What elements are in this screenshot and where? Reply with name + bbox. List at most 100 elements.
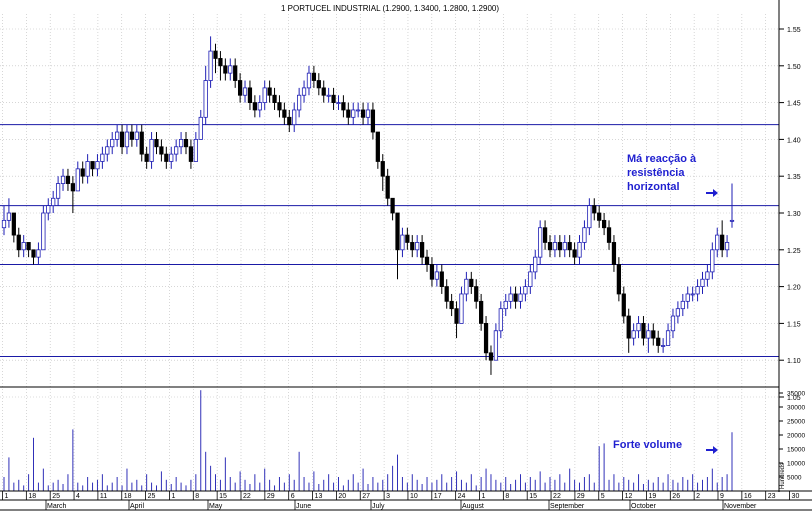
candle-body [567,242,572,251]
candle-body [356,109,361,112]
candle-body [60,175,66,184]
candle-body [287,116,292,126]
volume-tick-label: 30000 [787,405,805,412]
candle-body [552,242,558,251]
candle-body [557,242,562,251]
candle-body [65,175,71,184]
month-label: September [550,503,585,510]
day-label: 3 [386,493,390,500]
arrow-right-icon [706,446,718,454]
candle-body [695,286,700,295]
candle-body [646,330,651,339]
candle-body [277,102,282,111]
day-label: 29 [267,493,275,500]
volume-tick-label: 5000 [787,475,802,482]
candle-body [75,168,80,192]
candle-body [380,161,385,177]
candle-body [115,131,120,140]
day-label: 23 [768,493,776,500]
candle-body [626,315,631,339]
day-label: 1 [482,493,486,500]
candle-body [685,293,690,302]
candle-body [508,293,513,302]
month-label: June [296,503,311,510]
day-label: 8 [195,493,199,500]
candle-body [70,183,75,192]
candle-body [341,102,346,111]
candle-body [351,109,356,118]
candle-body [16,234,21,251]
candle-body [80,168,85,177]
candle-body [326,94,331,97]
day-label: 5 [601,493,605,500]
candle-body [272,94,277,103]
price-tick-label: 1.10 [787,358,801,365]
candle-body [611,242,617,265]
candle-body [95,161,100,170]
candle-body [375,131,380,162]
volume-tick-label: 20000 [787,433,805,440]
day-label: 20 [338,493,346,500]
day-label: 24 [458,493,466,500]
horizontal-support-lines [0,124,779,358]
day-label: 1 [171,493,175,500]
candle-body [597,212,602,221]
day-label: 17 [434,493,442,500]
month-label: July [372,503,385,510]
candle-body [661,345,666,347]
candle-body [139,131,144,155]
annotation-text-volume: Forte volume [613,439,682,451]
day-label: 18 [28,493,36,500]
candle-body [119,131,125,148]
candle-body [444,286,449,302]
candle-body [405,234,410,243]
candle-body [46,205,51,214]
volume-tick-label: 10000 [787,461,805,468]
day-label: 9 [720,493,724,500]
volume-tick-label: 15000 [787,447,805,454]
candle-body [656,337,661,346]
candle-body [110,138,115,148]
price-tick-label: 1.50 [787,64,801,71]
candle-body [434,271,439,280]
candle-body [665,330,671,346]
day-label: 26 [672,493,680,500]
candle-body [621,293,626,317]
candle-body [395,212,400,251]
candle-body [169,153,174,162]
candle-body [252,102,257,111]
candle-body [651,330,656,339]
candle-body [385,175,390,199]
candle-body [198,116,203,140]
candle-body [724,242,730,251]
candle-body [365,109,371,118]
candle-body [690,293,695,296]
candle-body [36,249,41,258]
volume-tick-label: 25000 [787,419,805,426]
candle-body [282,109,287,118]
candle-body [262,87,267,103]
candle-body [424,256,430,265]
candle-body [105,146,110,155]
candle-body [218,58,223,67]
candle-body [454,308,459,324]
candle-body [592,205,597,214]
candle-body [503,300,508,310]
price-bars [1,36,735,375]
candle-body [331,94,336,103]
day-label: 18 [124,493,132,500]
day-label: 25 [148,493,156,500]
price-tick-label: 1.15 [787,321,801,328]
candle-body [336,102,341,104]
annotation-text-resistance: horizontal [627,181,680,193]
candle-body [306,72,312,89]
candle-body [710,249,715,273]
chart-title: 1 PORTUCEL INDUSTRIAL (1.2900, 1.3400, 1… [281,4,499,13]
price-tick-label: 1.40 [787,137,801,144]
candle-body [41,212,46,251]
price-tick-label: 1.20 [787,285,801,292]
annotations: Má reacção à resistência horizontal Forte v… [613,153,718,454]
day-label: 27 [362,493,370,500]
candle-body [429,264,435,280]
